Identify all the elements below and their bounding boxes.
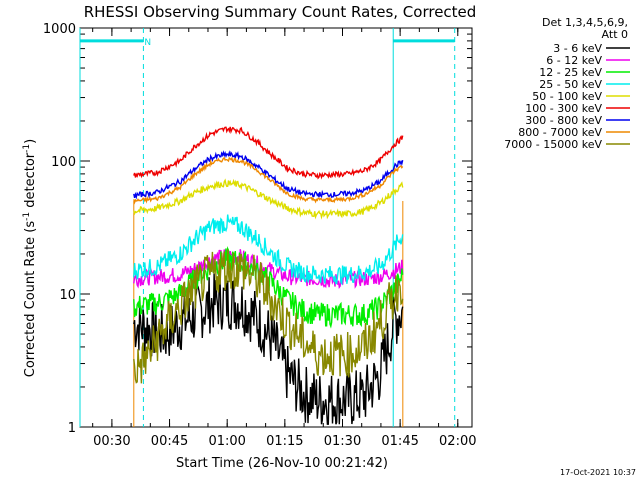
- legend-entry-label: 50 - 100 keV: [532, 90, 602, 103]
- series-line: [133, 214, 404, 286]
- y-tick-label: 100: [51, 155, 76, 170]
- x-tick-label: 02:00: [439, 434, 476, 449]
- legend-entry-label: 25 - 50 keV: [539, 78, 602, 91]
- legend-entry-label: 7000 - 15000 keV: [504, 138, 602, 151]
- x-tick-label: 01:30: [324, 434, 361, 449]
- x-axis-label: Start Time (26-Nov-10 00:21:42): [176, 456, 388, 471]
- x-tick-label: 01:45: [381, 434, 418, 449]
- y-tick-label: 10: [59, 288, 76, 303]
- legend-header: Att 0: [602, 28, 628, 41]
- y-tick-label: 1000: [43, 22, 76, 37]
- x-tick-label: 01:00: [208, 434, 245, 449]
- plot-area: 1 10 100 1000 00:30 00:45 01:00 01:15 01:30 01:45…: [43, 22, 477, 449]
- y-axis-label-part2: detector: [23, 152, 38, 212]
- legend-header: Det 1,3,4,5,6,9,: [542, 16, 628, 29]
- series-line: [133, 249, 404, 384]
- series-line: [133, 156, 404, 205]
- series-line: [133, 178, 404, 220]
- y-axis-label-sup2: -1: [22, 144, 32, 153]
- footer-date: 17-Oct-2021 10:37: [560, 468, 636, 477]
- series-line: [133, 273, 404, 425]
- series-line: [133, 126, 404, 180]
- legend-entry-label: 800 - 7000 keV: [518, 126, 602, 139]
- legend-entry-label: 6 - 12 keV: [546, 54, 602, 67]
- legend-entry-label: 100 - 300 keV: [525, 102, 602, 115]
- observing-flag-label: N: [144, 38, 151, 48]
- y-tick-label: 1: [68, 421, 76, 436]
- plot-frame: [79, 27, 473, 428]
- legend-entry-label: 300 - 800 keV: [525, 114, 602, 127]
- y-axis-label-part1: Corrected Count Rate (s: [23, 221, 38, 378]
- chart-title: RHESSI Observing Summary Count Rates, Co…: [84, 3, 477, 21]
- x-tick-label: 00:45: [151, 434, 188, 449]
- y-axis-label-sup1: -1: [22, 212, 32, 221]
- y-axis-label: Corrected Count Rate (s-1 detector-1): [22, 139, 38, 377]
- y-axis-label-part3: ): [23, 139, 38, 144]
- legend-entry-label: 3 - 6 keV: [553, 42, 602, 55]
- x-tick-label: 01:15: [266, 434, 303, 449]
- legend-entry-label: 12 - 25 keV: [539, 66, 602, 79]
- x-tick-label: 00:30: [93, 434, 130, 449]
- series-line: [133, 150, 404, 200]
